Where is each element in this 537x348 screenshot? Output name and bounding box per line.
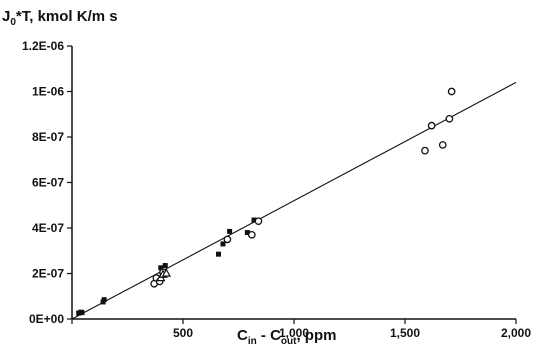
data-point-filled-square [244,230,250,236]
data-point-open-circle [247,230,256,239]
data-point-open-circle [438,141,447,149]
y-tick-label: 1.2E-06 [22,39,64,53]
axes [67,45,517,324]
data-point-open-circle [427,121,436,130]
data-point-open-circle [223,235,232,244]
data-point-filled-square [101,297,107,303]
x-tick-label: 2,000 [501,326,531,340]
data-point-open-triangle [161,268,171,277]
data-points [76,87,456,316]
data-point-filled-square [216,251,222,257]
fit-line-group [71,81,517,320]
data-point-open-circle [447,87,456,96]
y-tick-label: 4E-07 [32,221,64,235]
data-point-filled-square [79,310,85,316]
data-point-filled-square [162,263,168,269]
y-tick-label: 2E-07 [32,267,64,281]
data-point-filled-square [220,241,226,247]
y-tick-label: 1E-06 [32,85,64,99]
data-point-filled-square [227,228,233,234]
y-axis-title: J0*T, kmol K/m s [2,8,118,28]
fit-line [71,81,517,320]
data-point-open-circle [421,146,429,155]
x-tick-label: 500 [173,326,193,340]
x-tick-label: 1,000 [279,326,309,340]
x-tick-label: 1,500 [390,326,420,340]
y-tick-label: 8E-07 [32,130,64,144]
data-point-open-circle [254,217,263,226]
data-point-open-circle [445,114,454,123]
y-tick-labels: 0E+00 2E-07 4E-07 6E-07 8E-07 1E-06 1.2E-06 [22,39,64,326]
y-tick-label: 0E+00 [29,312,64,326]
y-tick-label: 6E-07 [32,176,64,190]
data-point-filled-square [158,265,164,271]
x-axis-title: Cin - Cout, ppm [237,327,336,347]
data-point-filled-square [251,217,257,223]
x-tick-labels: 500 1,000 1,500 2,000 [173,326,531,340]
